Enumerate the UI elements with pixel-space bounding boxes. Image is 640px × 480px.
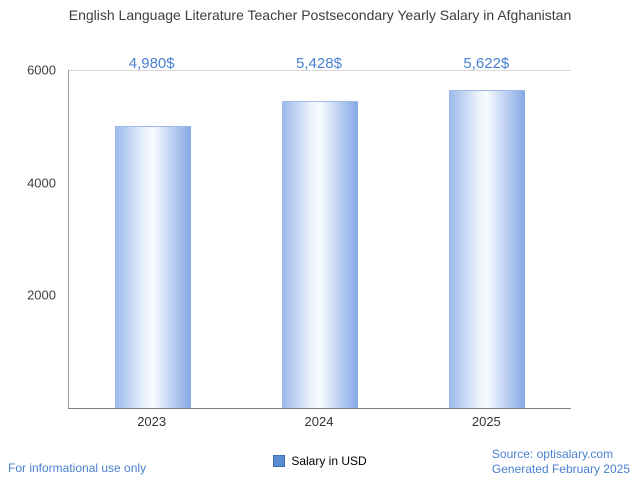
bar-slot-2024 (236, 70, 403, 408)
x-axis-labels: 2023 2024 2025 (68, 414, 570, 429)
bar-2023 (114, 126, 191, 408)
bar-value-label: 5,428$ (296, 55, 342, 72)
y-axis-label: 2000 (27, 287, 56, 303)
y-axis-label: 4000 (27, 175, 56, 191)
x-axis-label: 2024 (304, 414, 334, 429)
gridline-6000 (69, 70, 571, 71)
bar-slot-2023 (69, 70, 236, 408)
legend-swatch-icon (273, 455, 286, 467)
bar-value-labels: 4,980$ 5,428$ 5,622$ (68, 55, 570, 72)
legend-label: Salary in USD (291, 454, 367, 468)
y-axis-label: 6000 (27, 62, 56, 78)
legend: Salary in USD (0, 454, 640, 468)
y-axis-labels: 6000 4000 2000 (0, 63, 62, 408)
bar-slot-2025 (404, 70, 571, 408)
chart-title: English Language Literature Teacher Post… (68, 7, 572, 23)
bar-value-label: 5,622$ (463, 55, 510, 72)
bar-2024 (281, 101, 358, 408)
source-text: Source: optisalary.com (491, 447, 614, 461)
disclaimer-text: For informational use only (8, 461, 147, 475)
bar-value-label: 4,980$ (128, 55, 175, 72)
generated-text: Generated February 2025 (491, 462, 630, 476)
plot-area (68, 70, 571, 409)
x-axis-label: 2025 (471, 414, 501, 429)
bar-2025 (449, 90, 526, 408)
source-attribution: Source: optisalary.com Generated Februar… (492, 447, 630, 477)
x-axis-label: 2023 (137, 414, 167, 429)
